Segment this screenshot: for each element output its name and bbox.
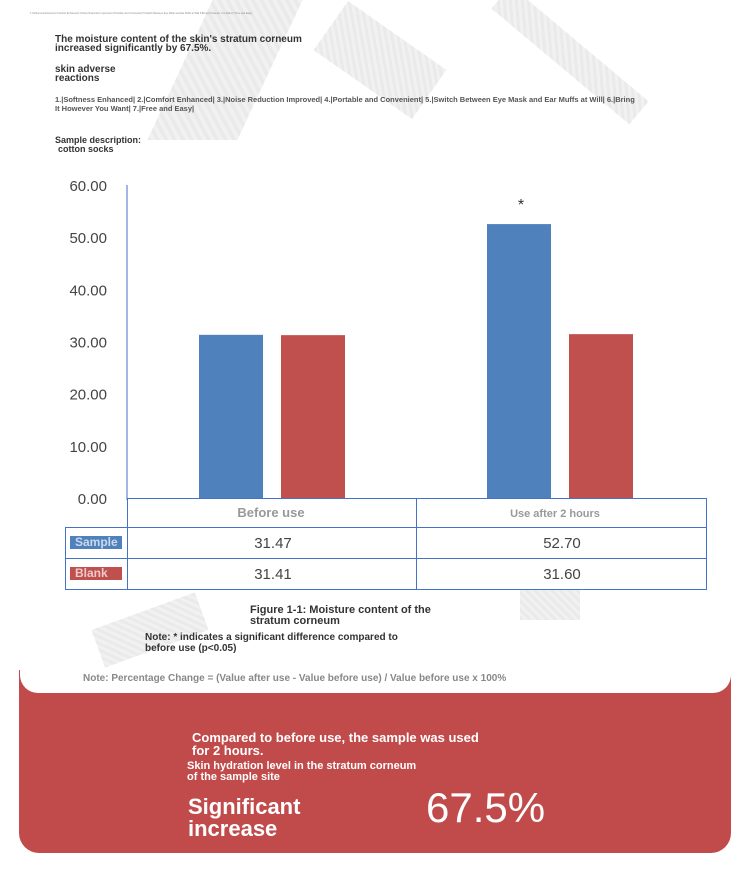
bar-sample — [487, 224, 551, 499]
y-tick-label: 40.00 — [69, 282, 107, 299]
legend-label-sample: Sample — [75, 535, 118, 549]
table-rule — [65, 527, 707, 528]
increase-percentage: 67.5% — [426, 784, 546, 831]
adverse-heading: skin adverse reactions — [55, 64, 116, 84]
legend-swatch-sample — [70, 536, 122, 549]
bar-blank — [569, 334, 633, 499]
benefits-list: 1.|Softness Enhanced| 2.|Comfort Enhance… — [55, 95, 635, 113]
table-rule — [127, 498, 128, 590]
percentage-note: Note: Percentage Change = (Value after u… — [83, 673, 507, 684]
sample-description-label: Sample description: — [55, 135, 142, 145]
comparison-text: Compared to before use, the sample was u… — [192, 730, 479, 758]
table-cell: 52.70 — [543, 535, 581, 552]
x-category-label: Before use — [237, 505, 305, 520]
table-cell: 31.60 — [543, 566, 581, 583]
y-tick-label: 20.00 — [69, 387, 107, 404]
legend-label-blank: Blank — [75, 566, 108, 580]
sample-description-value: cotton socks — [58, 144, 114, 154]
watermark-shape — [520, 590, 580, 620]
table-rule — [127, 498, 707, 499]
y-tick-label: 60.00 — [69, 178, 107, 195]
hydration-text: Skin hydration level in the stratum corn… — [187, 760, 417, 783]
moisture-heading: The moisture content of the skin's strat… — [55, 34, 302, 54]
table-cell: 31.41 — [254, 566, 292, 583]
chart-data-table: Before use Use after 2 hours Sample Blan… — [65, 498, 707, 590]
y-tick-label: 0.00 — [78, 491, 107, 508]
y-tick-label: 50.00 — [69, 230, 107, 247]
legend-swatch-blank — [70, 567, 122, 580]
x-category-label: Use after 2 hours — [510, 508, 600, 520]
table-rule — [416, 498, 417, 590]
table-rule — [65, 527, 66, 590]
moisture-bar-chart: 60.00 50.00 40.00 30.00 20.00 10.00 0.00 * — [69, 178, 633, 508]
table-rule — [65, 558, 707, 559]
bar-blank — [281, 335, 345, 499]
figure-caption: Figure 1-1: Moisture content of the stra… — [250, 604, 431, 627]
sample-description: Sample description: cotton socks — [55, 136, 141, 154]
y-tick-label: 10.00 — [69, 439, 107, 456]
table-rule — [706, 498, 707, 590]
bar-sample — [199, 334, 263, 499]
table-rule — [65, 589, 707, 590]
significance-marker: * — [518, 197, 524, 214]
header-fine-print: 1.Softness Enhanced| 2.Comfort Enhanced|… — [30, 12, 253, 15]
significance-note: Note: * indicates a significant differen… — [145, 632, 398, 654]
significant-increase-label: Significant increase — [188, 794, 301, 841]
y-tick-label: 30.00 — [69, 335, 107, 352]
table-cell: 31.47 — [254, 535, 292, 552]
summary-panel — [19, 670, 731, 853]
